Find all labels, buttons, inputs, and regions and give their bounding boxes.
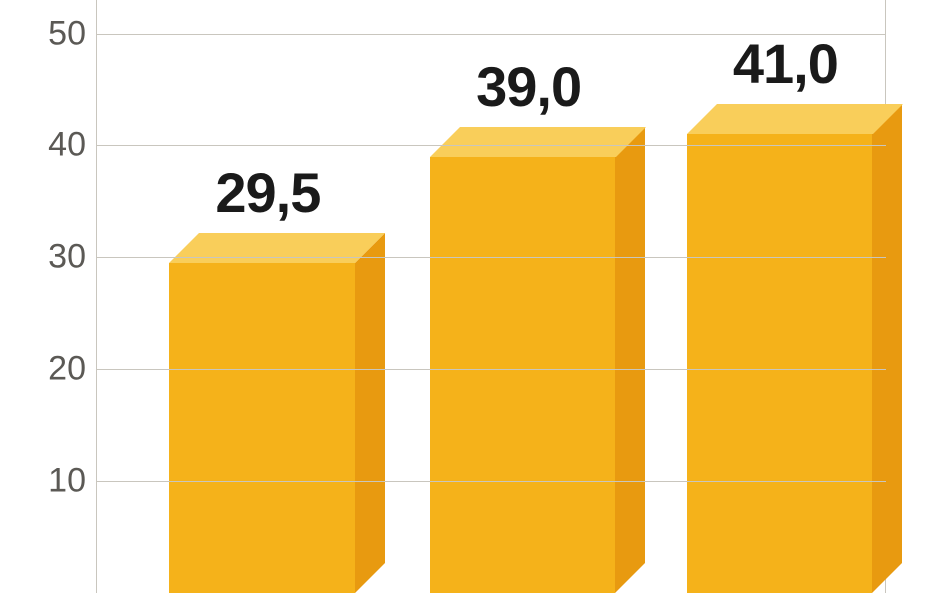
ytick-label: 30 — [6, 238, 86, 277]
gridline — [96, 481, 886, 482]
ytick-label: 20 — [6, 350, 86, 389]
bar-top-face — [430, 127, 646, 157]
bar-top-face — [169, 233, 385, 263]
bar-top-face — [687, 104, 903, 134]
plot-area: 29,5 39,0 41,0 — [96, 0, 886, 593]
bar-value-label: 39,0 — [476, 54, 581, 119]
bar-value-label: 29,5 — [215, 160, 320, 225]
bar-front-face — [430, 157, 616, 593]
bar-value-label: 41,0 — [733, 31, 838, 96]
bar-front-face — [169, 263, 355, 593]
bar-side-face — [615, 127, 645, 593]
ytick-label: 50 — [6, 14, 86, 53]
bar — [430, 157, 616, 593]
gridline — [96, 369, 886, 370]
bar-side-face — [872, 104, 902, 593]
bars-layer: 29,5 39,0 41,0 — [96, 0, 886, 593]
gridline — [96, 145, 886, 146]
bar-front-face — [687, 134, 873, 593]
gridline — [96, 257, 886, 258]
bar — [169, 263, 355, 593]
ytick-label: 40 — [6, 126, 86, 165]
bar — [687, 134, 873, 593]
bar-side-face — [355, 233, 385, 593]
ytick-label: 10 — [6, 462, 86, 501]
gridline — [96, 34, 886, 35]
bar-chart: 29,539,041,0 1020304050 Canalys — [0, 0, 948, 593]
